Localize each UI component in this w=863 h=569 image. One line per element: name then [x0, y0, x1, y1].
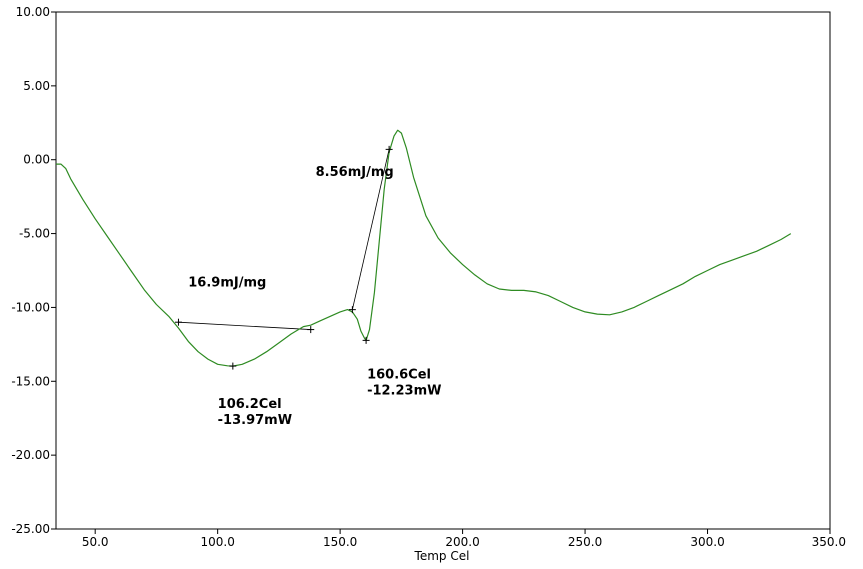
- baseline-line: [351, 149, 390, 310]
- y-tick-label: -5.00: [19, 227, 50, 241]
- annotation-label: 106.2Cel: [218, 397, 282, 412]
- x-axis-title: Temp Cel: [414, 549, 470, 563]
- x-tick-label: 200.0: [445, 535, 479, 549]
- y-tick-label: -20.00: [11, 448, 50, 462]
- point-marker: [174, 318, 182, 326]
- x-tick-label: 150.0: [323, 535, 357, 549]
- point-marker: [385, 145, 393, 153]
- y-tick-label: -10.00: [11, 300, 50, 314]
- point-marker: [229, 362, 237, 370]
- annotation-label: 8.56mJ/mg: [316, 165, 394, 180]
- markers: [174, 145, 393, 370]
- y-tick-label: -15.00: [11, 374, 50, 388]
- series-line: [56, 129, 792, 367]
- x-tick-label: 100.0: [200, 535, 234, 549]
- series-group: [56, 129, 792, 367]
- annotation-label: 16.9mJ/mg: [188, 276, 266, 291]
- point-marker: [362, 336, 370, 344]
- plot-frame: [55, 11, 831, 530]
- x-tick-label: 350.0: [812, 535, 846, 549]
- annotation-label: -13.97mW: [218, 413, 292, 428]
- y-axis: 10.00 5.00 0.00 -5.00 -10.00 -15.00 -20.00 -25.…: [11, 5, 56, 536]
- x-tick-label: 300.0: [690, 535, 724, 549]
- annotation-label: -12.23mW: [367, 383, 441, 398]
- x-tick-label: 50.0: [82, 535, 109, 549]
- point-marker: [348, 306, 356, 314]
- annotations: 16.9mJ/mg 106.2Cel-13.97mW 160.6Cel-12.23m…: [188, 165, 441, 428]
- x-tick-label: 250.0: [568, 535, 602, 549]
- annotation-label: 160.6Cel: [367, 367, 431, 382]
- baselines: [178, 149, 390, 330]
- point-marker: [307, 326, 315, 334]
- x-axis: 50.0 100.0 150.0 200.0 250.0 300.0 350.0: [82, 529, 846, 549]
- y-tick-label: 10.00: [16, 5, 50, 19]
- y-tick-label: 0.00: [23, 153, 50, 167]
- baseline-line: [178, 321, 311, 330]
- y-tick-label: -25.00: [11, 522, 50, 536]
- y-tick-label: 5.00: [23, 79, 50, 93]
